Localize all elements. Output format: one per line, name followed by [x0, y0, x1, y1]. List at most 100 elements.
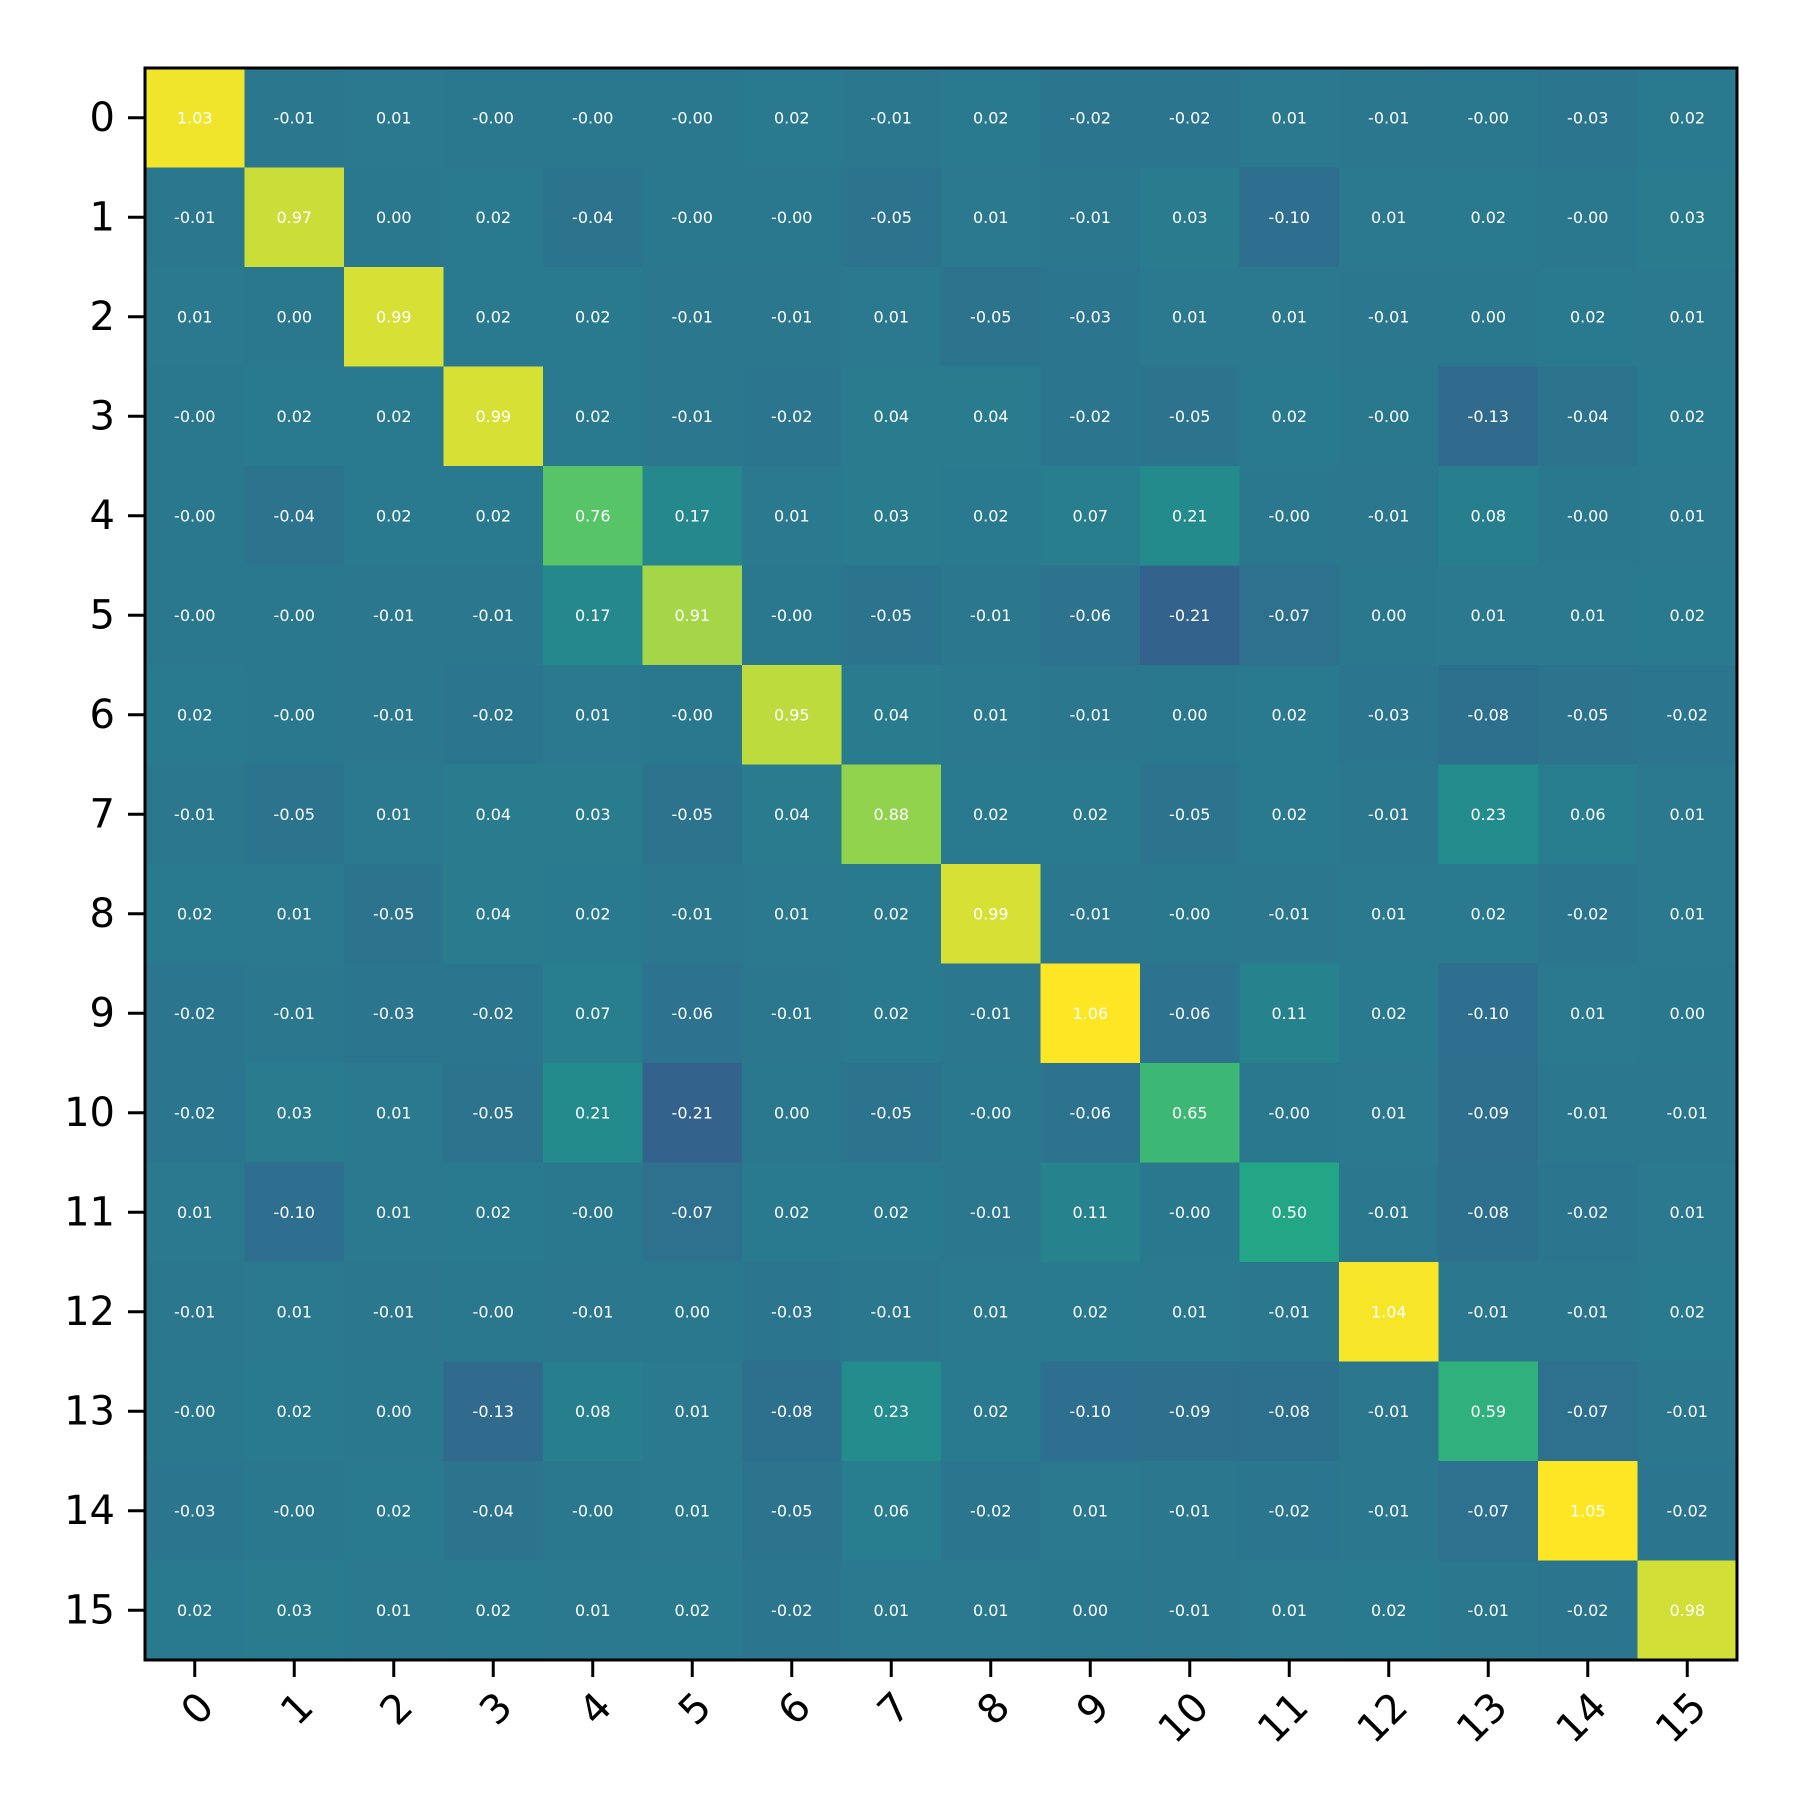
x-tick-label: 6 — [769, 1684, 820, 1735]
cell-value-label-13-13: 0.59 — [1470, 1402, 1506, 1421]
y-tick-label: 15 — [64, 1587, 115, 1633]
heatmap-cell-5-14 — [1538, 565, 1638, 666]
cell-value-label-12-8: 0.01 — [973, 1302, 1009, 1321]
cell-value-label-15-3: 0.02 — [475, 1601, 511, 1620]
heatmap-cell-14-14 — [1538, 1461, 1638, 1561]
heatmap-cell-2-10 — [1140, 267, 1240, 367]
cell-value-label-8-6: 0.01 — [774, 904, 810, 923]
cell-value-label-8-0: 0.02 — [177, 904, 213, 923]
cell-value-label-5-13: 0.01 — [1470, 606, 1506, 625]
heatmap-cell-15-2 — [344, 1560, 444, 1661]
cell-value-label-7-7: 0.88 — [873, 805, 909, 824]
y-tick-label: 5 — [90, 592, 115, 638]
cell-value-label-3-14: -0.04 — [1567, 407, 1608, 426]
cell-value-label-4-6: 0.01 — [774, 506, 810, 525]
cell-value-label-14-12: -0.01 — [1368, 1501, 1409, 1520]
cell-value-label-6-15: -0.02 — [1667, 705, 1708, 724]
cell-value-label-8-2: -0.05 — [373, 904, 414, 923]
cell-value-label-14-6: -0.05 — [771, 1501, 812, 1520]
heatmap-cell-13-10 — [1140, 1361, 1240, 1462]
heatmap-cell-8-7 — [841, 864, 942, 964]
heatmap-cell-7-7 — [841, 764, 942, 865]
cell-value-label-8-8: 0.99 — [973, 904, 1009, 923]
heatmap-cell-3-9 — [1040, 366, 1141, 467]
cell-value-label-8-9: -0.01 — [1070, 904, 1111, 923]
y-tick-label: 2 — [90, 294, 115, 340]
cell-value-label-6-13: -0.08 — [1468, 705, 1509, 724]
heatmap-cell-3-13 — [1438, 366, 1539, 467]
cell-value-label-0-1: -0.01 — [274, 108, 315, 127]
cell-value-label-4-8: 0.02 — [973, 506, 1009, 525]
heatmap-cell-9-9 — [1040, 963, 1141, 1064]
heatmap-cell-15-1 — [244, 1560, 345, 1661]
cell-value-label-3-6: -0.02 — [771, 407, 812, 426]
cell-value-label-3-11: 0.02 — [1271, 407, 1307, 426]
cell-value-label-9-12: 0.02 — [1371, 1004, 1407, 1023]
heatmap-cell-0-12 — [1339, 68, 1439, 168]
heatmap-cell-3-10 — [1140, 366, 1240, 467]
cell-value-label-6-6: 0.95 — [774, 705, 810, 724]
heatmap-cell-11-12 — [1339, 1162, 1439, 1263]
cell-value-label-1-8: 0.01 — [973, 208, 1009, 227]
heatmap-cell-8-8 — [941, 864, 1041, 964]
cell-value-label-13-7: 0.23 — [873, 1402, 909, 1421]
heatmap-cell-4-8 — [941, 466, 1041, 566]
heatmap-cell-8-9 — [1040, 864, 1141, 964]
cell-value-label-0-12: -0.01 — [1368, 108, 1409, 127]
heatmap-cell-11-14 — [1538, 1162, 1638, 1263]
cell-value-label-9-0: -0.02 — [174, 1004, 215, 1023]
cell-value-label-8-4: 0.02 — [575, 904, 611, 923]
heatmap-cell-9-6 — [742, 963, 842, 1064]
heatmap-cell-9-5 — [642, 963, 743, 1064]
cell-value-label-11-7: 0.02 — [873, 1203, 909, 1222]
cell-value-label-2-9: -0.03 — [1070, 307, 1111, 326]
heatmap-cell-4-14 — [1538, 466, 1638, 566]
y-tick-label: 0 — [90, 95, 115, 141]
heatmap-cell-3-2 — [344, 366, 444, 467]
heatmap-cell-14-6 — [742, 1461, 842, 1561]
cell-value-label-0-9: -0.02 — [1070, 108, 1111, 127]
heatmap-cell-2-13 — [1438, 267, 1539, 367]
heatmap-cell-10-12 — [1339, 1063, 1439, 1163]
heatmap-cell-5-9 — [1040, 565, 1141, 666]
cell-value-label-4-13: 0.08 — [1470, 506, 1506, 525]
heatmap-cell-6-10 — [1140, 665, 1240, 765]
cell-value-label-15-2: 0.01 — [376, 1601, 412, 1620]
heatmap-cell-5-11 — [1239, 565, 1340, 666]
cell-value-label-15-10: -0.01 — [1169, 1601, 1210, 1620]
y-tick-label: 7 — [90, 791, 115, 837]
heatmap-cell-7-3 — [443, 764, 544, 865]
cell-value-label-4-0: -0.00 — [174, 506, 215, 525]
heatmap-cell-11-15 — [1637, 1162, 1738, 1263]
cell-value-label-7-3: 0.04 — [475, 805, 511, 824]
cell-value-label-7-10: -0.05 — [1169, 805, 1210, 824]
cell-value-label-11-3: 0.02 — [475, 1203, 511, 1222]
cell-value-label-2-13: 0.00 — [1470, 307, 1506, 326]
heatmap-cell-1-4 — [543, 167, 643, 268]
cell-value-label-2-14: 0.02 — [1570, 307, 1606, 326]
cell-value-label-5-14: 0.01 — [1570, 606, 1606, 625]
cell-value-label-9-15: 0.00 — [1669, 1004, 1705, 1023]
heatmap-cell-7-1 — [244, 764, 345, 865]
heatmap-cell-4-10 — [1140, 466, 1240, 566]
heatmap-cell-8-13 — [1438, 864, 1539, 964]
cell-value-label-7-8: 0.02 — [973, 805, 1009, 824]
cell-value-label-1-7: -0.05 — [871, 208, 912, 227]
heatmap-cell-13-0 — [145, 1361, 245, 1462]
cell-value-label-13-6: -0.08 — [771, 1402, 812, 1421]
heatmap-cell-6-5 — [642, 665, 743, 765]
cell-value-label-12-1: 0.01 — [276, 1302, 312, 1321]
heatmap-cell-14-5 — [642, 1461, 743, 1561]
cell-value-label-12-12: 1.04 — [1371, 1302, 1407, 1321]
heatmap-cell-2-3 — [443, 267, 544, 367]
cell-value-label-1-2: 0.00 — [376, 208, 412, 227]
cell-value-label-0-4: -0.00 — [572, 108, 613, 127]
heatmap-cell-6-8 — [941, 665, 1041, 765]
heatmap-cell-6-4 — [543, 665, 643, 765]
cell-value-label-10-3: -0.05 — [473, 1103, 514, 1122]
y-tick-label: 9 — [90, 990, 115, 1036]
cell-value-label-14-8: -0.02 — [970, 1501, 1011, 1520]
heatmap-cell-6-6 — [742, 665, 842, 765]
heatmap-cell-15-13 — [1438, 1560, 1539, 1661]
cell-value-label-15-5: 0.02 — [674, 1601, 710, 1620]
